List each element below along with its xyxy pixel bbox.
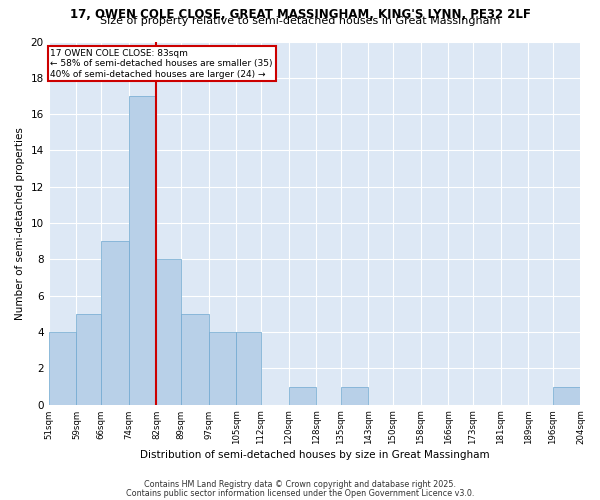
Text: Size of property relative to semi-detached houses in Great Massingham: Size of property relative to semi-detach… xyxy=(100,16,500,26)
Bar xyxy=(209,332,236,404)
Bar xyxy=(289,386,316,404)
Bar xyxy=(76,314,101,404)
Bar xyxy=(341,386,368,404)
Text: 17 OWEN COLE CLOSE: 83sqm
← 58% of semi-detached houses are smaller (35)
40% of : 17 OWEN COLE CLOSE: 83sqm ← 58% of semi-… xyxy=(50,49,273,78)
Bar xyxy=(181,314,209,404)
Bar xyxy=(236,332,261,404)
Bar xyxy=(128,96,157,404)
Bar xyxy=(49,332,76,404)
Y-axis label: Number of semi-detached properties: Number of semi-detached properties xyxy=(15,126,25,320)
Bar xyxy=(101,242,128,404)
Bar xyxy=(157,260,181,404)
X-axis label: Distribution of semi-detached houses by size in Great Massingham: Distribution of semi-detached houses by … xyxy=(140,450,490,460)
Text: 17, OWEN COLE CLOSE, GREAT MASSINGHAM, KING'S LYNN, PE32 2LF: 17, OWEN COLE CLOSE, GREAT MASSINGHAM, K… xyxy=(70,8,530,20)
Bar xyxy=(553,386,581,404)
Text: Contains public sector information licensed under the Open Government Licence v3: Contains public sector information licen… xyxy=(126,488,474,498)
Text: Contains HM Land Registry data © Crown copyright and database right 2025.: Contains HM Land Registry data © Crown c… xyxy=(144,480,456,489)
